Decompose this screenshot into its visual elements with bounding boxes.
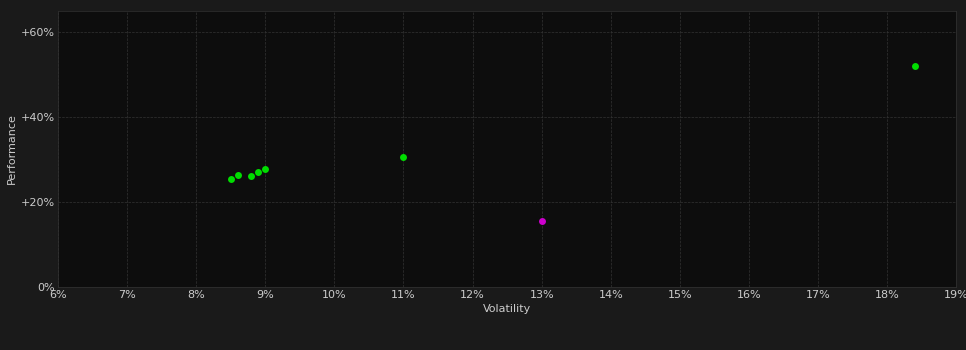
Point bbox=[243, 173, 259, 178]
Point bbox=[230, 172, 245, 178]
Point bbox=[258, 166, 273, 172]
X-axis label: Volatility: Volatility bbox=[483, 304, 531, 314]
Point bbox=[396, 154, 412, 160]
Y-axis label: Performance: Performance bbox=[7, 113, 16, 184]
Point bbox=[223, 176, 239, 181]
Point bbox=[534, 218, 550, 224]
Point bbox=[250, 169, 266, 175]
Point bbox=[907, 63, 923, 69]
